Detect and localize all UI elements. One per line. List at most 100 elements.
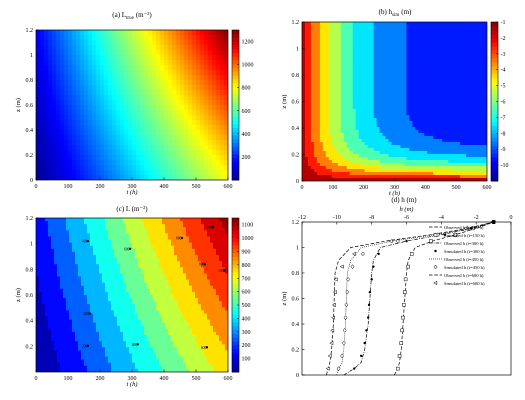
heatmap-cell bbox=[68, 130, 73, 136]
heatmap-cell bbox=[319, 82, 324, 86]
heatmap-cell bbox=[364, 148, 369, 152]
colorbar-segment bbox=[491, 49, 498, 55]
heatmap-cell bbox=[469, 25, 473, 29]
heatmap-cell bbox=[328, 85, 333, 89]
heatmap-cell bbox=[451, 142, 455, 146]
heatmap-cell bbox=[140, 145, 145, 151]
heatmap-cell bbox=[164, 160, 169, 166]
heatmap-cell bbox=[96, 75, 101, 81]
heatmap-cell bbox=[310, 37, 315, 41]
heatmap-cell bbox=[337, 64, 342, 68]
heatmap-cell bbox=[436, 160, 440, 164]
heatmap-cell bbox=[60, 165, 65, 171]
heatmap-cell bbox=[310, 103, 315, 107]
heatmap-cell bbox=[192, 120, 197, 126]
heatmap-cell bbox=[40, 125, 45, 131]
heatmap-cell bbox=[128, 140, 133, 146]
heatmap-cell bbox=[64, 35, 69, 41]
heatmap-cell bbox=[188, 80, 193, 86]
heatmap-cell bbox=[148, 110, 153, 116]
heatmap-cell bbox=[76, 45, 81, 51]
heatmap-cell bbox=[172, 55, 177, 61]
heatmap-cell bbox=[391, 70, 395, 74]
heatmap-cell bbox=[88, 135, 93, 141]
heatmap-cell bbox=[128, 85, 133, 91]
heatmap-cell bbox=[216, 35, 221, 41]
heatmap-cell bbox=[403, 139, 407, 143]
heatmap-cell bbox=[319, 85, 324, 89]
heatmap-cell bbox=[391, 115, 395, 119]
heatmap-cell bbox=[160, 45, 165, 51]
heatmap-cell bbox=[319, 175, 324, 179]
heatmap-cell bbox=[397, 115, 401, 119]
heatmap-cell bbox=[364, 133, 369, 137]
heatmap-cell bbox=[224, 45, 228, 51]
heatmap-cell bbox=[448, 91, 452, 95]
heatmap-cell bbox=[478, 124, 482, 128]
heatmap-cell bbox=[132, 55, 137, 61]
heatmap-cell bbox=[469, 178, 473, 181]
heatmap-cell bbox=[367, 97, 372, 101]
heatmap-cell bbox=[334, 76, 339, 80]
heatmap-cell bbox=[412, 112, 416, 116]
heatmap-cell bbox=[469, 100, 473, 104]
heatmap-cell bbox=[427, 127, 431, 131]
heatmap-cell bbox=[478, 88, 482, 92]
heatmap-cell bbox=[430, 88, 434, 92]
heatmap-cell bbox=[349, 46, 354, 50]
heatmap-cell bbox=[370, 25, 375, 29]
heatmap-cell bbox=[373, 88, 377, 92]
heatmap-cell bbox=[385, 169, 389, 173]
heatmap-cell bbox=[180, 155, 185, 161]
heatmap-cell bbox=[481, 121, 485, 125]
heatmap-cell bbox=[364, 175, 369, 179]
heatmap-cell bbox=[424, 172, 428, 176]
heatmap-cell bbox=[346, 91, 351, 95]
heatmap-cell bbox=[409, 40, 413, 44]
heatmap-cell bbox=[388, 79, 392, 83]
heatmap-cell bbox=[400, 121, 404, 125]
heatmap-cell bbox=[406, 97, 410, 101]
heatmap-cell bbox=[124, 160, 129, 166]
heatmap-cell bbox=[424, 52, 428, 56]
heatmap-cell bbox=[156, 135, 161, 141]
heatmap-cell bbox=[200, 165, 205, 171]
heatmap-cell bbox=[370, 145, 375, 149]
heatmap-cell bbox=[140, 170, 145, 176]
heatmap-cell bbox=[220, 90, 225, 96]
heatmap-cell bbox=[36, 341, 40, 345]
heatmap-cell bbox=[454, 133, 458, 137]
heatmap-cell bbox=[376, 139, 380, 143]
heatmap-cell bbox=[421, 154, 425, 158]
heatmap-cell bbox=[382, 34, 386, 38]
heatmap-cell bbox=[84, 110, 89, 116]
heatmap-cell bbox=[349, 97, 354, 101]
heatmap-cell bbox=[451, 103, 455, 107]
heatmap-cell bbox=[304, 157, 309, 161]
heatmap-cell bbox=[331, 55, 336, 59]
heatmap-cell bbox=[370, 136, 375, 140]
colorbar-segment bbox=[232, 52, 239, 57]
heatmap-cell bbox=[160, 80, 165, 86]
heatmap-cell bbox=[334, 130, 339, 134]
heatmap-cell bbox=[319, 178, 324, 181]
colorbar-segment bbox=[491, 77, 498, 83]
heatmap-cell bbox=[124, 170, 129, 176]
heatmap-cell bbox=[152, 75, 157, 81]
heatmap-cell bbox=[442, 112, 446, 116]
heatmap-cell bbox=[343, 49, 348, 53]
heatmap-cell bbox=[64, 135, 69, 141]
heatmap-cell bbox=[319, 40, 324, 44]
heatmap-cell bbox=[200, 80, 205, 86]
heatmap-cell bbox=[160, 100, 165, 106]
heatmap-cell bbox=[460, 115, 464, 119]
heatmap-cell bbox=[313, 148, 318, 152]
heatmap-cell bbox=[144, 140, 149, 146]
heatmap-cell bbox=[164, 170, 169, 176]
heatmap-cell bbox=[400, 43, 404, 47]
heatmap-cell bbox=[148, 150, 153, 156]
heatmap-cell bbox=[204, 55, 209, 61]
heatmap-cell bbox=[388, 37, 392, 41]
heatmap-cell bbox=[427, 118, 431, 122]
heatmap-cell bbox=[349, 166, 354, 170]
